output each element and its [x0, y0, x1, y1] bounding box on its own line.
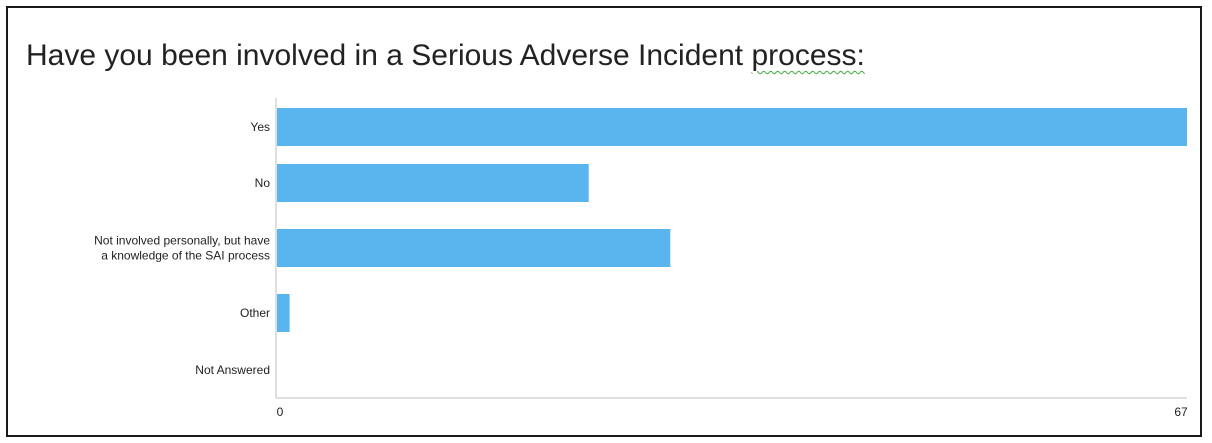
- chart-title-last-word: process:: [751, 39, 865, 72]
- bar-2: [277, 229, 671, 267]
- category-label-1: No: [255, 176, 271, 190]
- bar-3: [277, 294, 290, 332]
- category-label-2-line-0: Not involved personally, but have: [94, 234, 270, 248]
- x-tick-label-0: 0: [277, 405, 284, 419]
- chart-title-main: Have you been involved in a Serious Adve…: [26, 39, 752, 72]
- category-label-0: Yes: [250, 120, 270, 134]
- category-label-3: Other: [240, 306, 270, 320]
- bar-0: [277, 108, 1187, 146]
- bar-1: [277, 164, 589, 202]
- x-tick-label-1: 67: [1174, 405, 1188, 419]
- category-label-4: Not Answered: [195, 363, 270, 377]
- chart-frame: [6, 6, 1202, 437]
- chart-title: Have you been involved in a Serious Adve…: [26, 38, 865, 74]
- category-label-2-line-1: a knowledge of the SAI process: [101, 249, 270, 263]
